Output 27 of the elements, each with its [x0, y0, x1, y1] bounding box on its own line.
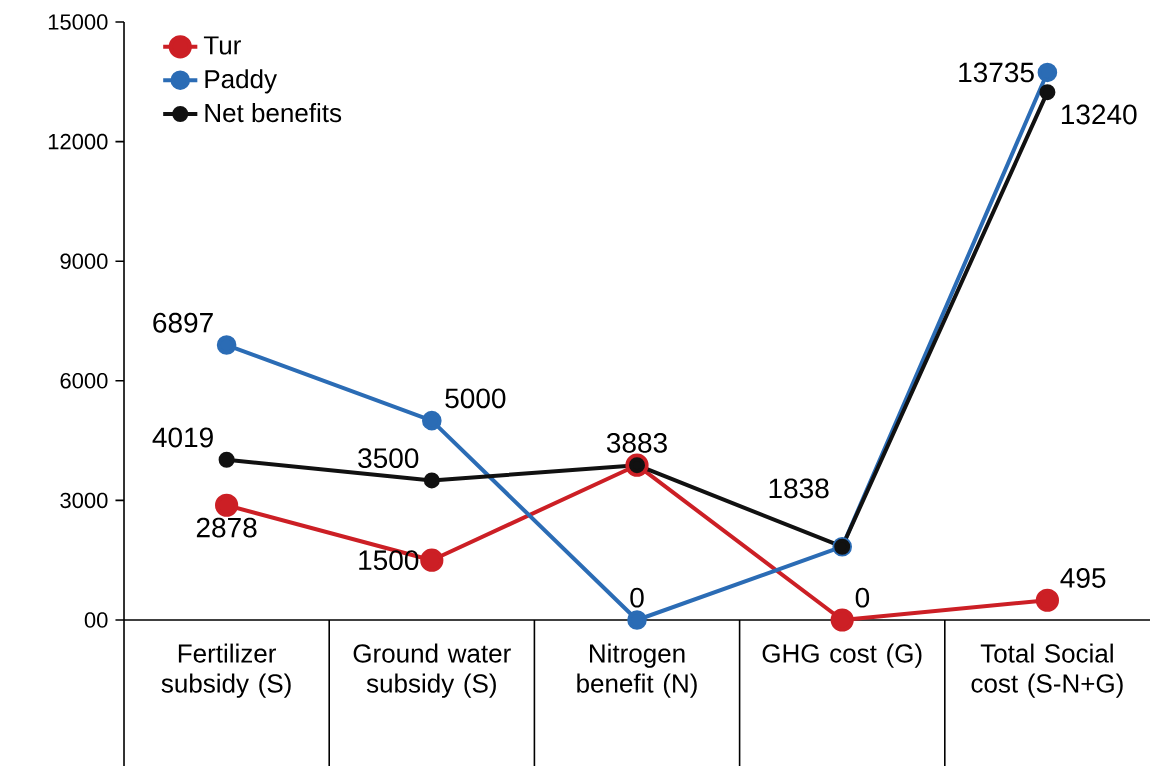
y-tick-label: 6000 — [60, 373, 108, 389]
data-label: 3500 — [358, 448, 419, 469]
x-tick-label: Ground water subsidy (S) — [353, 643, 511, 698]
data-label: 1838 — [769, 478, 829, 499]
data-label: 6897 — [153, 312, 213, 333]
legend-label: Paddy — [205, 69, 277, 94]
data-label: 5000 — [445, 388, 506, 409]
y-tick-label: 15000 — [48, 14, 108, 30]
data-label: 495 — [1060, 568, 1106, 588]
data-label: 0 — [630, 587, 644, 608]
data-label: 0 — [855, 587, 870, 608]
data-label: 4019 — [152, 427, 213, 448]
legend-label: Tur — [203, 36, 241, 55]
y-tick-label: 12000 — [48, 133, 108, 150]
data-label: 1500 — [359, 550, 419, 571]
x-tick-label: Nitrogen benefit (N) — [577, 643, 697, 698]
y-tick-label: 9000 — [60, 253, 108, 269]
x-tick-label: Fertilizer subsidy (S) — [161, 643, 291, 698]
x-tick-label: Total Social cost (S-N+G) — [971, 643, 1123, 698]
data-label: 2878 — [196, 517, 257, 538]
data-label: 3883 — [606, 432, 667, 453]
x-tick-label: GHG cost (G) — [762, 643, 922, 668]
data-label: 13735 — [959, 62, 1034, 83]
y-tick-label: 3000 — [60, 492, 108, 509]
y-tick-label: 00 — [84, 612, 108, 628]
data-label: 13240 — [1061, 104, 1137, 125]
legend-label: Net benefits — [205, 103, 342, 123]
